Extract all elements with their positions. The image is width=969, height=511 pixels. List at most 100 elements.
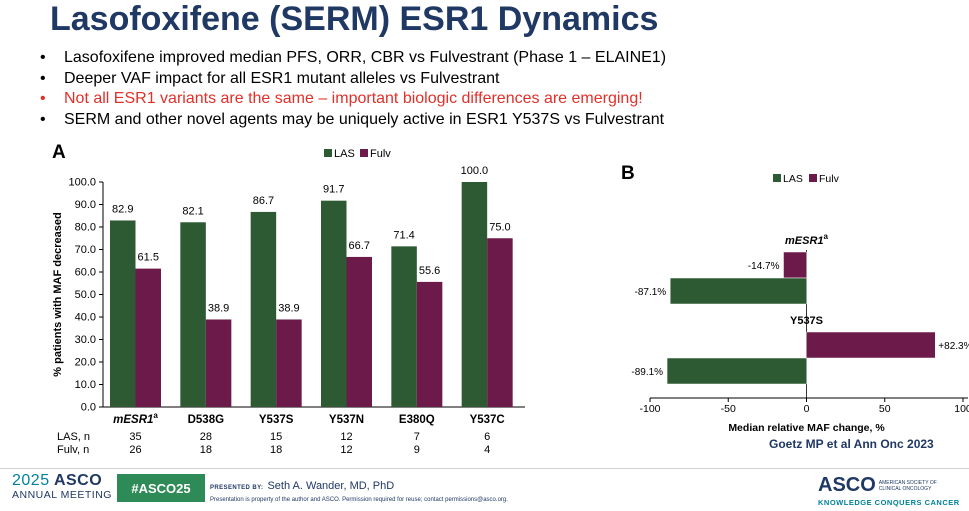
n-table-value: 9: [414, 444, 420, 456]
presented-by-label: PRESENTED BY:: [210, 485, 264, 491]
bullet-dot: •: [40, 69, 46, 87]
x-tick-label: Y537S: [259, 414, 294, 426]
disclaimer-text: Presentation is property of the author a…: [210, 497, 508, 503]
x-tick-label: E380Q: [399, 414, 435, 426]
bar-las: [321, 200, 347, 407]
y-tick-label: 10.0: [75, 379, 96, 391]
x-tick-label: Y537N: [329, 414, 364, 426]
y-tick-label: 40.0: [75, 312, 96, 324]
data-label: -89.1%: [631, 367, 663, 378]
presenter-block: PRESENTED BY: Seth A. Wander, MD, PhD Pre…: [210, 476, 508, 503]
x-tick-label: mESR1a: [113, 411, 158, 426]
data-label: 82.1: [182, 205, 203, 217]
bullet-item: • SERM and other novel agents may be uniq…: [38, 110, 666, 131]
y-tick-label: 100.0: [68, 177, 96, 189]
data-label: 38.9: [208, 302, 229, 314]
x-tick-label: -50: [721, 403, 736, 415]
footer-divider: [0, 468, 969, 469]
bullet-dot: •: [40, 49, 46, 66]
bullet-item: • Lasofoxifene improved median PFS, ORR, …: [38, 48, 666, 69]
legend-swatch-fulv: [360, 149, 368, 157]
bar-fulv: [276, 319, 302, 407]
y-tick-label: 50.0: [75, 289, 96, 301]
legend-label-fulv: Fulv: [370, 148, 391, 160]
x-tick-label: 100: [954, 403, 969, 415]
category-superscript: a: [153, 411, 158, 420]
bullet-item: • Not all ESR1 variants are the same – im…: [38, 89, 666, 110]
x-tick-label: 0: [804, 403, 810, 415]
data-label: 55.6: [419, 265, 440, 277]
bar-las: [666, 357, 807, 385]
tagline: KNOWLEDGE CONQUERS CANCER: [818, 498, 960, 507]
n-table-value: 28: [200, 431, 212, 443]
bar-fulv: [783, 251, 807, 279]
logo-asco: ASCO: [53, 472, 103, 489]
group-label: mESR1a: [785, 232, 829, 247]
bullet-text: Deeper VAF impact for all ESR1 mutant al…: [64, 69, 500, 87]
hashtag-badge: #ASCO25: [117, 474, 205, 502]
bar-las: [391, 246, 417, 407]
x-tick-label: 50: [879, 403, 891, 415]
legend-swatch-fulv: [809, 174, 817, 182]
n-table-value: 7: [414, 431, 420, 443]
n-table-value: 18: [270, 444, 282, 456]
bar-fulv: [416, 281, 443, 407]
legend-swatch-las: [324, 149, 332, 157]
logo-annual-meeting: ANNUAL MEETING: [12, 489, 112, 501]
society-line-2: CLINICAL ONCOLOGY: [878, 485, 932, 492]
bullet-item: • Deeper VAF impact for all ESR1 mutant a…: [38, 69, 666, 90]
n-table-row-label: LAS, n: [57, 431, 90, 443]
slide-title: Lasofoxifene (SERM) ESR1 Dynamics: [50, 0, 659, 38]
bar-fulv: [135, 268, 161, 407]
n-table-value: 35: [129, 431, 141, 443]
n-table-value: 6: [484, 431, 490, 443]
data-label: 61.5: [138, 252, 159, 264]
society-line-1: AMERICAN SOCIETY OF: [878, 479, 937, 486]
bar-las: [180, 222, 206, 407]
n-table-value: 26: [129, 444, 141, 456]
bar-las: [461, 182, 488, 407]
legend-label-las: LAS: [783, 173, 803, 185]
asco-wordmark: ASCO: [818, 474, 876, 496]
group-superscript: a: [824, 232, 829, 241]
data-label: -87.1%: [635, 287, 667, 298]
n-table-value: 12: [340, 444, 352, 456]
n-table-value: 4: [484, 444, 490, 456]
y-tick-label: 60.0: [75, 267, 96, 279]
data-label: 91.7: [323, 184, 344, 196]
y-axis-label: % patients with MAF decreased: [52, 212, 64, 376]
citation: Goetz MP et al Ann Onc 2023: [769, 437, 934, 451]
bar-fulv: [346, 256, 372, 407]
data-label: 100.0: [461, 165, 489, 177]
data-label: -14.7%: [748, 261, 780, 272]
bar-fulv: [205, 319, 232, 407]
y-tick-label: 30.0: [75, 334, 96, 346]
presenter-name: Seth A. Wander, MD, PhD: [267, 480, 395, 492]
bullet-dot: •: [40, 90, 46, 107]
x-axis-label: Median relative MAF change, %: [728, 422, 885, 434]
bullet-text: SERM and other novel agents may be uniqu…: [64, 110, 665, 128]
y-tick-label: 70.0: [75, 244, 96, 256]
data-label: +82.3%: [938, 341, 969, 352]
bar-fulv: [806, 331, 936, 359]
x-tick-label: Y537C: [470, 414, 505, 426]
bar-las: [250, 211, 277, 407]
bar-fulv: [487, 238, 513, 407]
legend-label-las: LAS: [334, 148, 355, 160]
n-table-value: 15: [270, 431, 282, 443]
asco-society-logo: ASCO AMERICAN SOCIETY OF CLINICAL ONCOLOGY…: [818, 474, 960, 507]
bullet-text: Lasofoxifene improved median PFS, ORR, C…: [64, 49, 667, 66]
n-table-row-label: Fulv, n: [57, 444, 89, 456]
panel-label-a: A: [52, 142, 66, 163]
asco-annual-meeting-logo: 2025 ASCO ANNUAL MEETING: [12, 472, 112, 501]
bullet-list: • Lasofoxifene improved median PFS, ORR, …: [38, 48, 666, 130]
bar-las: [669, 277, 807, 305]
data-label: 86.7: [253, 195, 274, 207]
legend-label-fulv: Fulv: [819, 173, 840, 185]
bullet-dot: •: [40, 110, 46, 128]
legend-swatch-las: [773, 174, 781, 182]
y-tick-label: 20.0: [75, 357, 96, 369]
n-table-value: 18: [200, 444, 212, 456]
